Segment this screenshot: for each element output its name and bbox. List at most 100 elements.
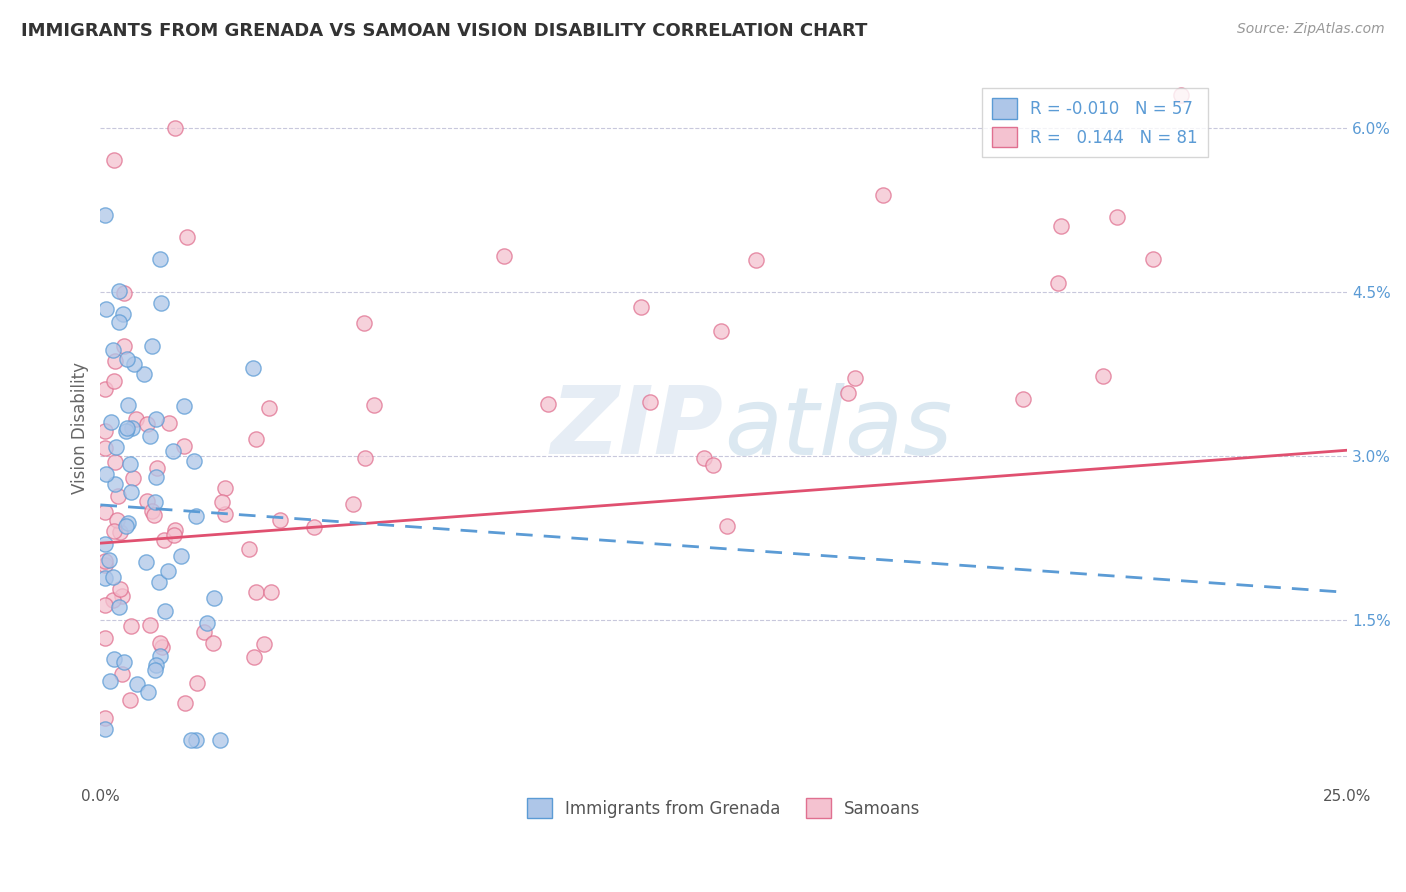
Point	[1050, 219, 1073, 233]
Point	[108, 284, 131, 298]
Point	[163, 523, 186, 537]
Y-axis label: Vision Disability: Vision Disability	[72, 362, 89, 494]
Point	[125, 412, 148, 426]
Point	[214, 481, 236, 495]
Point	[149, 636, 172, 650]
Point	[112, 307, 135, 321]
Point	[173, 696, 195, 710]
Point	[94, 467, 117, 482]
Point	[112, 286, 135, 301]
Point	[141, 504, 163, 518]
Point	[202, 636, 225, 650]
Point	[104, 476, 127, 491]
Point	[94, 570, 117, 584]
Point	[243, 650, 266, 665]
Point	[94, 424, 117, 438]
Point	[492, 249, 515, 263]
Point	[354, 451, 377, 466]
Point	[107, 600, 129, 615]
Point	[139, 618, 162, 632]
Point	[342, 497, 364, 511]
Point	[94, 208, 117, 222]
Point	[101, 343, 124, 357]
Point	[302, 519, 325, 533]
Point	[148, 252, 170, 266]
Point	[122, 471, 145, 485]
Point	[710, 324, 733, 338]
Point	[149, 648, 172, 663]
Point	[136, 685, 159, 699]
Point	[716, 519, 738, 533]
Point	[94, 722, 117, 736]
Point	[105, 513, 128, 527]
Point	[211, 495, 233, 509]
Point	[149, 295, 172, 310]
Point	[142, 508, 165, 523]
Point	[115, 518, 138, 533]
Point	[111, 589, 134, 603]
Point	[94, 554, 117, 568]
Point	[145, 658, 167, 673]
Point	[146, 461, 169, 475]
Point	[195, 615, 218, 630]
Point	[257, 401, 280, 416]
Point	[98, 673, 121, 688]
Point	[143, 495, 166, 509]
Point	[100, 415, 122, 429]
Point	[165, 120, 187, 135]
Point	[136, 494, 159, 508]
Point	[111, 666, 134, 681]
Point	[242, 361, 264, 376]
Point	[120, 693, 142, 707]
Point	[163, 528, 186, 542]
Point	[94, 631, 117, 645]
Point	[238, 542, 260, 557]
Point	[94, 441, 117, 455]
Point	[208, 733, 231, 747]
Point	[744, 252, 766, 267]
Point	[1142, 252, 1164, 266]
Point	[1091, 369, 1114, 384]
Point	[125, 677, 148, 691]
Point	[98, 552, 121, 566]
Point	[173, 439, 195, 453]
Text: atlas: atlas	[724, 383, 952, 474]
Point	[108, 524, 131, 539]
Point	[186, 676, 208, 690]
Point	[118, 457, 141, 471]
Point	[117, 397, 139, 411]
Point	[184, 733, 207, 747]
Point	[180, 733, 202, 747]
Point	[183, 453, 205, 467]
Point	[1047, 277, 1070, 291]
Point	[162, 443, 184, 458]
Point	[252, 636, 274, 650]
Point	[155, 604, 177, 618]
Point	[94, 599, 117, 613]
Point	[108, 315, 131, 329]
Point	[94, 505, 117, 519]
Text: IMMIGRANTS FROM GRENADA VS SAMOAN VISION DISABILITY CORRELATION CHART: IMMIGRANTS FROM GRENADA VS SAMOAN VISION…	[21, 22, 868, 40]
Point	[138, 429, 160, 443]
Point	[186, 509, 208, 524]
Point	[145, 470, 167, 484]
Point	[173, 399, 195, 413]
Point	[176, 230, 198, 244]
Point	[101, 593, 124, 607]
Point	[103, 524, 125, 538]
Point	[363, 398, 385, 412]
Point	[107, 489, 129, 503]
Point	[143, 663, 166, 677]
Point	[837, 386, 859, 401]
Point	[141, 339, 163, 353]
Point	[108, 582, 131, 597]
Point	[260, 585, 283, 599]
Point	[117, 420, 139, 434]
Point	[103, 651, 125, 665]
Point	[193, 625, 215, 640]
Point	[122, 357, 145, 371]
Point	[105, 440, 128, 454]
Point	[94, 537, 117, 551]
Point	[537, 397, 560, 411]
Point	[170, 549, 193, 563]
